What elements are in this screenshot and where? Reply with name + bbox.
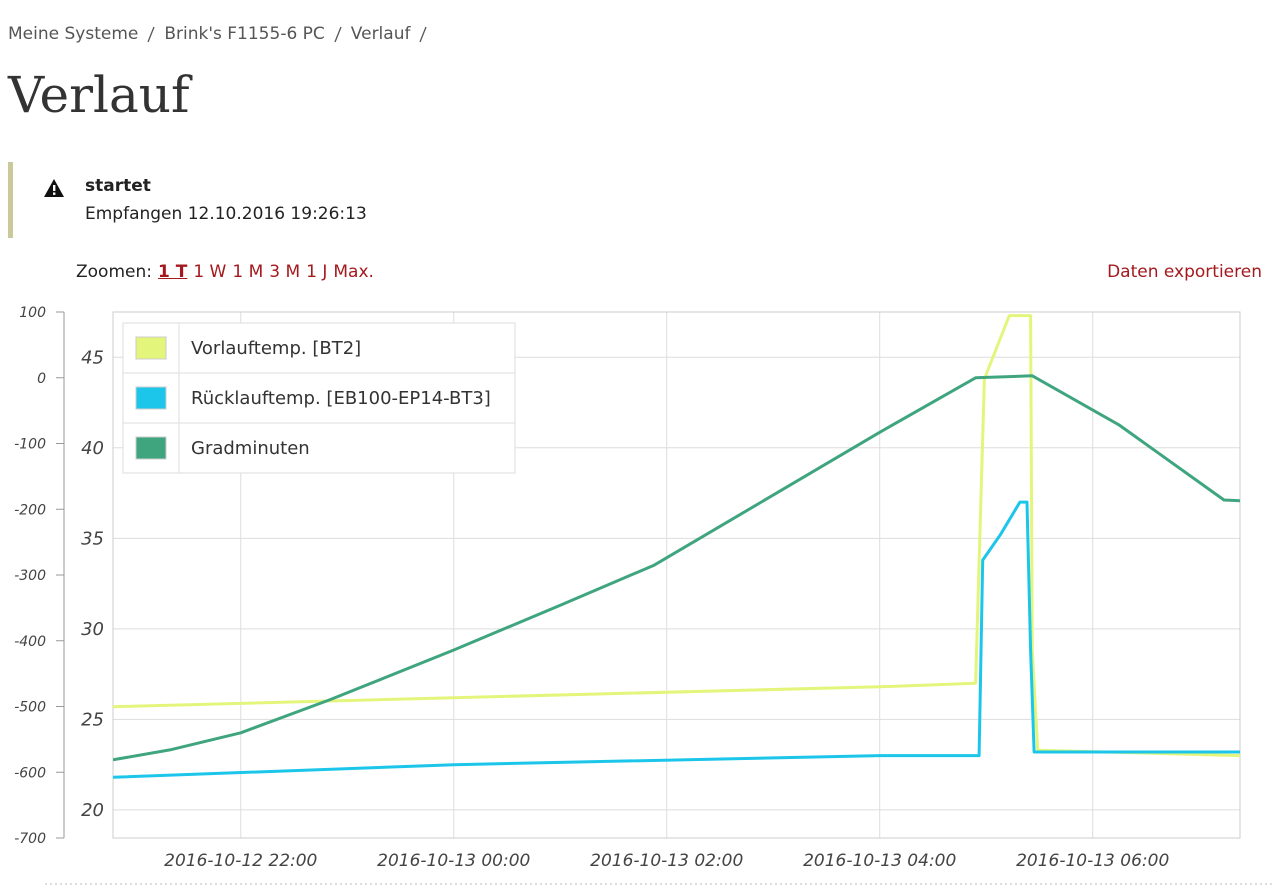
y-tick-label: -300 <box>14 568 46 584</box>
page-title: Verlauf <box>8 66 190 124</box>
separator-stroke <box>147 26 155 43</box>
y-tick-label: -400 <box>14 634 46 650</box>
zoom-option[interactable]: 1 M <box>232 262 264 282</box>
x-tick-label: 2016-10-13 04:00 <box>803 851 956 871</box>
chart: 2016-10-12 22:00 2016-10-13 00:00 2016-10-… <box>14 305 1275 885</box>
zoom-option[interactable]: 3 M <box>269 262 301 282</box>
breadcrumb-separator <box>147 26 155 43</box>
series-line <box>113 374 1240 762</box>
y2-tick-label: 30 <box>81 619 104 640</box>
y2-tick-label: 40 <box>81 438 104 459</box>
warning-icon <box>44 179 64 197</box>
series-line <box>113 500 1240 779</box>
legend-label: Rücklauftemp. [EB100-EP14-BT3] <box>191 388 491 409</box>
y2-tick-label: 20 <box>81 800 104 821</box>
y2-tick-label: 35 <box>81 528 104 549</box>
zoom-option[interactable]: 1 J <box>306 262 328 282</box>
separator-stroke <box>334 26 342 43</box>
legend-swatch <box>135 436 167 460</box>
x-tick-label: 2016-10-12 22:00 <box>164 851 317 871</box>
zoom-option[interactable]: Max. <box>333 262 374 282</box>
legend-box <box>122 322 516 474</box>
legend-label: Vorlauftemp. [BT2] <box>191 338 361 359</box>
legend-label: Gradminuten <box>191 438 310 459</box>
zoom-label: Zoomen: <box>76 262 152 282</box>
y2-tick-label: 25 <box>81 709 104 730</box>
plot-frame <box>112 311 1241 839</box>
y-tick-label: 0 <box>37 371 46 387</box>
breadcrumb-separator <box>334 26 342 43</box>
series-line <box>113 314 1240 758</box>
y-tick-label: -200 <box>14 502 46 518</box>
breadcrumb-link[interactable]: Brink's F1155-6 PC <box>164 24 325 44</box>
y-tick-label: -700 <box>14 831 46 847</box>
zoom-option[interactable]: 1 T <box>157 262 188 282</box>
export-link[interactable]: Daten exportieren <box>1107 262 1262 282</box>
alert-text: Empfangen 12.10.2016 19:26:13 <box>85 204 367 224</box>
legend-swatch <box>135 386 167 410</box>
y-tick-label: 100 <box>19 305 46 321</box>
zoom-option[interactable]: 1 W <box>193 262 227 282</box>
breadcrumb-separator <box>419 26 428 43</box>
y-tick-label: -600 <box>14 765 46 781</box>
breadcrumb: Meine Systeme Brink's F1155-6 PC Verlauf <box>8 24 428 44</box>
separator-stroke <box>419 26 428 43</box>
legend-swatch <box>135 336 167 360</box>
breadcrumb-link[interactable]: Meine Systeme <box>8 24 139 44</box>
breadcrumb-link[interactable]: Verlauf <box>350 24 411 44</box>
alert-heading: startet <box>85 176 151 196</box>
alert: startet Empfangen 12.10.2016 19:26:13 <box>8 162 613 238</box>
x-tick-label: 2016-10-13 00:00 <box>377 851 530 871</box>
x-tick-label: 2016-10-13 06:00 <box>1016 851 1169 871</box>
x-tick-label: 2016-10-13 02:00 <box>590 851 743 871</box>
y-tick-label: -100 <box>14 437 46 453</box>
y-tick-label: -500 <box>14 700 46 716</box>
y2-tick-label: 45 <box>81 347 104 368</box>
